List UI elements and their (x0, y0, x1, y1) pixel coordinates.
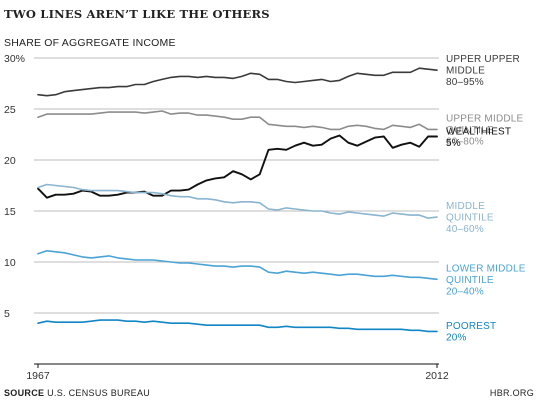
series-label-5-line-1: 20% (446, 333, 467, 344)
brand-label: HBR.ORG (489, 388, 534, 398)
y-tick-label-30: 30% (4, 53, 25, 65)
y-tick-label-15: 15 (4, 206, 16, 218)
series-label-0-line-2: 80–95% (446, 77, 484, 88)
source-note: SOURCE U.S. CENSUS BUREAU (4, 388, 150, 398)
source-text: U.S. CENSUS BUREAU (47, 388, 151, 398)
series-label-4-line-0: LOWER MIDDLE (446, 263, 526, 274)
y-tick-label-10: 10 (4, 257, 16, 269)
series-line-4 (37, 250, 438, 281)
series-label-3-line-0: MIDDLE (446, 201, 485, 212)
series-label-5-line-0: POOREST (446, 321, 496, 332)
series-label-2-line-1: 5% (446, 138, 461, 149)
series-label-2-line-0: WEALTHIEST (446, 126, 511, 137)
y-tick-label-25: 25 (4, 104, 16, 116)
chart-title: TWO LINES AREN’T LIKE THE OTHERS (4, 7, 270, 21)
series-line-2 (37, 134, 438, 199)
x-tick-label-2012: 2012 (425, 370, 449, 382)
y-axis-label: SHARE OF AGGREGATE INCOME (4, 37, 176, 49)
series-label-0-line-0: UPPER UPPER (446, 54, 520, 65)
x-tick-label-1967: 1967 (26, 370, 50, 382)
series-label-3-line-2: 40–60% (446, 224, 484, 235)
series-label-3-line-1: QUINTILE (446, 213, 494, 224)
series-label-1-line-0: UPPER MIDDLE (446, 113, 524, 124)
series-label-1-line-1: QUINTILE (446, 125, 494, 136)
series-line-0 (37, 67, 438, 97)
series-line-3 (37, 183, 438, 219)
series-label-4-line-2: 20–40% (446, 286, 484, 297)
source-label: SOURCE (4, 388, 45, 398)
series-line-1 (37, 110, 438, 131)
y-tick-label-20: 20 (4, 155, 16, 167)
series-label-0-line-1: MIDDLE (446, 66, 485, 77)
series-label-4-line-1: QUINTILE (446, 275, 494, 286)
series-line-5 (37, 319, 438, 333)
series-label-1-line-2: 60–80% (446, 136, 484, 147)
y-tick-label-5: 5 (4, 308, 10, 320)
